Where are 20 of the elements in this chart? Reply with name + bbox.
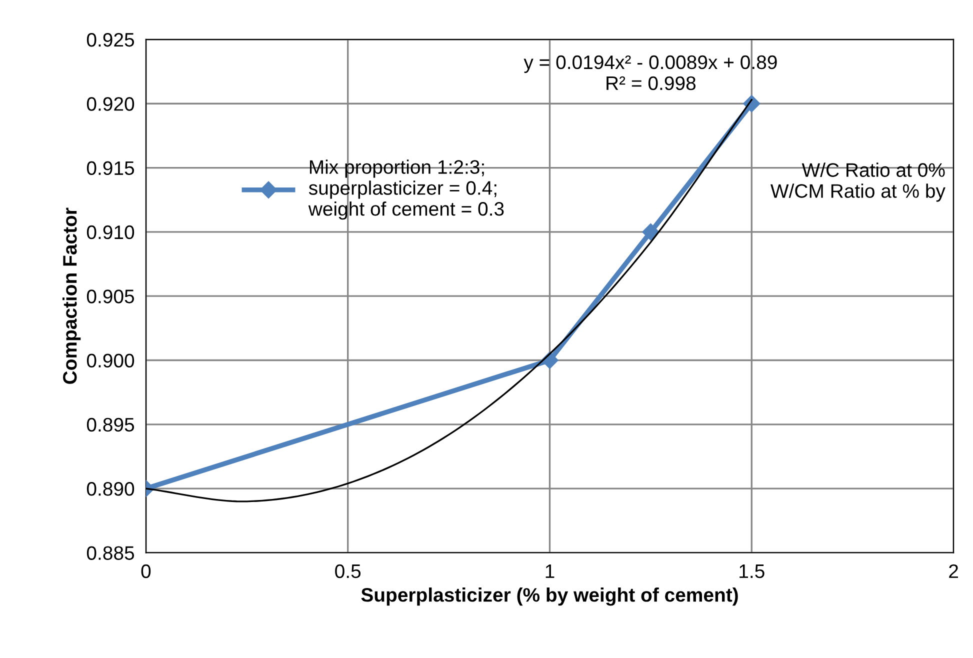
y-tick-label: 0.890 [86, 482, 134, 496]
x-tick-label: 1 [546, 564, 554, 578]
y-tick-label: 0.910 [86, 225, 134, 240]
y-tick-label: 0.925 [86, 32, 134, 47]
y-tick-label: 0.895 [86, 418, 134, 432]
y-tick-label: 0.900 [86, 354, 134, 368]
x-tick-label: 2 [949, 564, 958, 578]
x-tick-label: 0 [141, 564, 151, 578]
x-tick-label: 0.5 [335, 564, 361, 578]
legend-label: Mix proportion 1:2:3; superplasticizer = 0.4; weight of cement = 0.3 [308, 160, 504, 220]
y-tick-label: 0.920 [86, 97, 134, 111]
y-axis-title: Compaction Factor [62, 208, 81, 384]
y-tick-label: 0.885 [86, 546, 134, 560]
x-axis-title: Superplasticizer (% by weight of cement) [361, 588, 738, 606]
annotation: y = 0.0194x² - 0.0089x + 0.89 R² = 0.998 [524, 55, 777, 90]
y-tick-label: 0.915 [86, 161, 134, 176]
x-tick-label: 1.5 [740, 564, 764, 578]
y-tick-label: 0.905 [86, 290, 134, 304]
point [642, 223, 660, 240]
annotation: W/C Ratio at 0% W/CM Ratio at % by [770, 162, 946, 202]
